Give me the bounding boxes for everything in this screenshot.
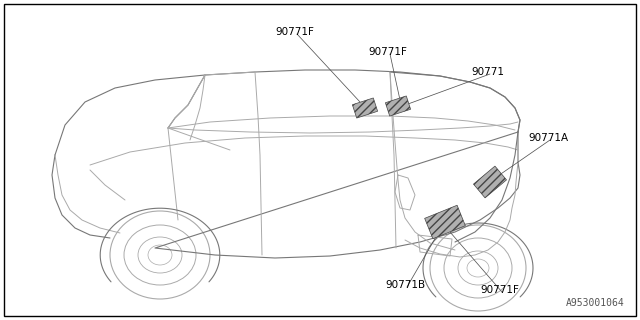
Text: 90771A: 90771A xyxy=(528,133,568,143)
Text: 90771F: 90771F xyxy=(276,27,314,37)
Polygon shape xyxy=(353,98,378,118)
Text: 90771B: 90771B xyxy=(385,280,425,290)
Text: 90771F: 90771F xyxy=(369,47,408,57)
Polygon shape xyxy=(425,205,465,239)
Polygon shape xyxy=(474,166,506,198)
Text: 90771: 90771 xyxy=(472,67,504,77)
Text: 90771F: 90771F xyxy=(481,285,520,295)
Text: A953001064: A953001064 xyxy=(566,298,625,308)
Polygon shape xyxy=(385,96,411,116)
